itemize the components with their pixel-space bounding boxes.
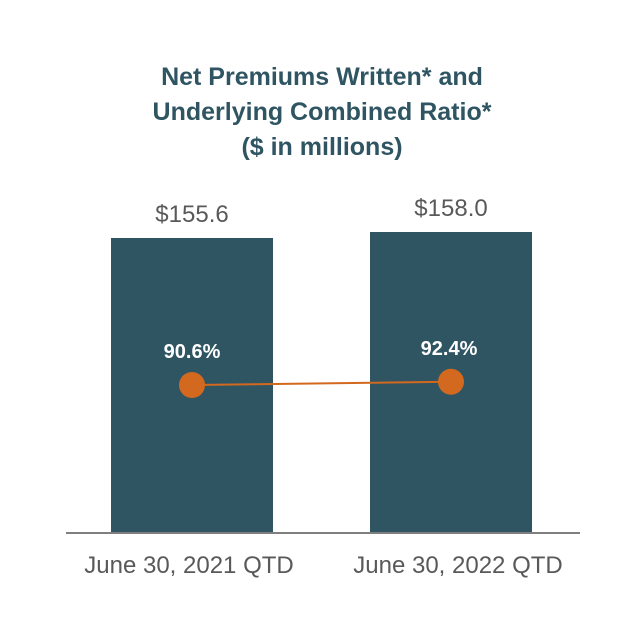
bar-value-label-1: $155.6 xyxy=(155,201,228,228)
ratio-point-2 xyxy=(438,369,464,395)
x-tick-label-2: June 30, 2022 QTD xyxy=(353,552,562,579)
x-tick-label-1: June 30, 2021 QTD xyxy=(84,552,293,579)
ratio-label-1: 90.6% xyxy=(164,341,221,363)
bar-value-label-2: $158.0 xyxy=(414,195,487,222)
ratio-label-2: 92.4% xyxy=(421,338,478,360)
chart-plot: $155.6 $158.0 June 30, 2021 QTD June 30, 20… xyxy=(0,0,644,644)
ratio-point-1 xyxy=(179,372,205,398)
